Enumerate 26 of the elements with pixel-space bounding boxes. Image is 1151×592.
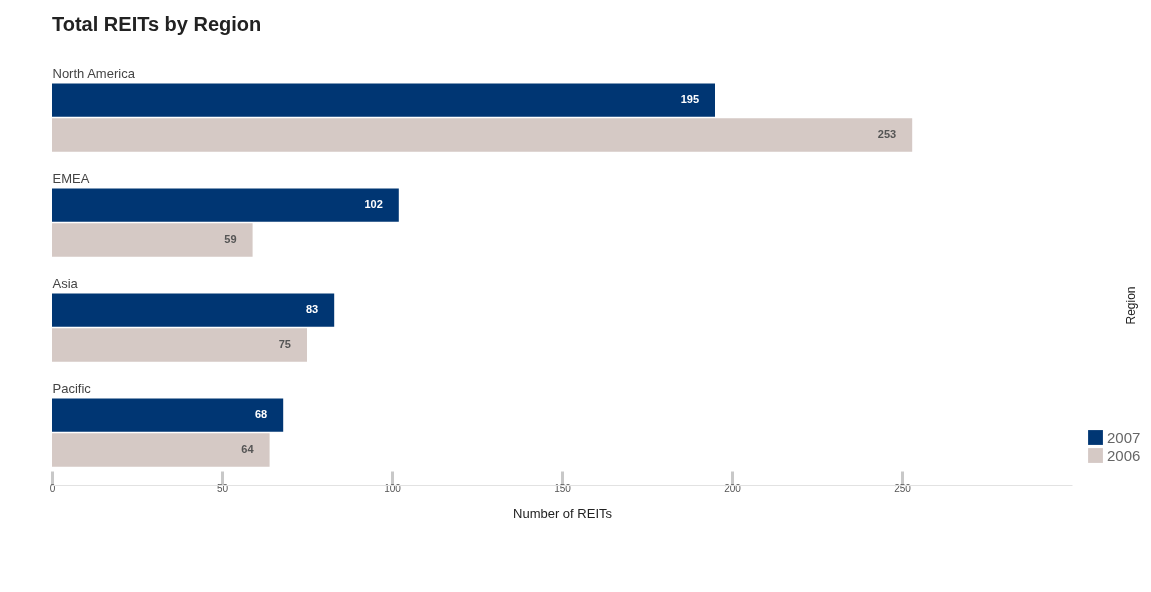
bar — [52, 293, 335, 327]
y-tick-label: North America — [52, 65, 136, 81]
data-label: 68 — [254, 408, 268, 421]
data-label: 59 — [224, 232, 237, 245]
y-tick-label: Pacific — [52, 380, 92, 396]
data-label: 75 — [278, 337, 291, 350]
x-axis-title: Number of REITs — [513, 505, 613, 521]
bar — [52, 398, 284, 432]
bar — [52, 83, 715, 117]
chart-title: Total REITs by Region — [52, 13, 262, 35]
y-tick-label: EMEA — [52, 170, 90, 186]
data-label: 83 — [305, 303, 319, 316]
bar — [52, 433, 270, 467]
data-label: 64 — [241, 442, 255, 455]
y-tick-label: Asia — [52, 275, 79, 291]
bar — [52, 223, 253, 257]
legend-label: 2007 — [1107, 428, 1141, 446]
bar — [52, 328, 307, 362]
data-label: 195 — [680, 93, 699, 106]
bar — [52, 118, 913, 152]
x-tick-label: 0 — [49, 482, 56, 494]
bar — [52, 188, 399, 222]
data-label: 253 — [877, 127, 897, 140]
y-axis-title: Region — [1123, 286, 1138, 325]
legend-label: 2006 — [1107, 446, 1141, 464]
data-label: 102 — [364, 198, 383, 211]
